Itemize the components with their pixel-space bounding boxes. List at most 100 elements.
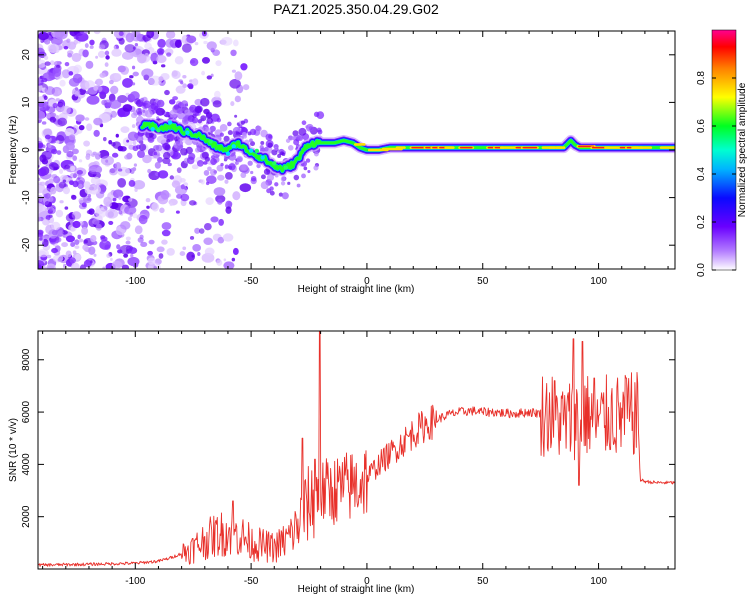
- noise-blob: [38, 32, 49, 41]
- noise-blob: [78, 88, 87, 96]
- noise-blob: [117, 94, 128, 104]
- noise-blob: [126, 152, 133, 160]
- noise-blob: [154, 161, 161, 169]
- noise-blob: [210, 216, 219, 223]
- noise-blob: [51, 230, 58, 236]
- noise-blob: [65, 235, 75, 243]
- scatter-blob: [307, 169, 311, 174]
- noise-blob: [232, 247, 239, 256]
- noise-blob: [95, 223, 102, 231]
- noise-blob: [59, 79, 66, 87]
- scatter-blob: [148, 132, 154, 138]
- scatter-blob: [196, 159, 204, 167]
- noise-blob: [73, 64, 82, 74]
- noise-blob: [61, 105, 71, 115]
- noise-blob: [64, 62, 70, 67]
- scatter-blob: [249, 138, 253, 143]
- noise-blob: [156, 246, 165, 253]
- noise-blob: [70, 165, 76, 172]
- noise-blob: [98, 44, 106, 50]
- noise-blob: [38, 140, 44, 149]
- noise-blob: [77, 234, 82, 240]
- scatter-blob: [225, 172, 233, 180]
- scatter-blob: [195, 147, 201, 153]
- snr-x-tick-label: 50: [477, 576, 489, 587]
- noise-blob: [160, 190, 170, 200]
- noise-blob: [83, 259, 92, 268]
- noise-blob: [218, 218, 224, 226]
- noise-blob: [110, 85, 119, 95]
- noise-blob: [108, 220, 114, 226]
- scatter-blob: [266, 173, 275, 182]
- colorbar-tick-label: 0.4: [696, 167, 707, 181]
- scatter-blob: [223, 135, 230, 142]
- noise-blob: [128, 180, 136, 187]
- noise-blob: [130, 253, 134, 258]
- noise-blob: [132, 213, 138, 219]
- noise-blob: [176, 167, 182, 174]
- noise-blob: [191, 78, 199, 86]
- noise-blob: [131, 124, 136, 128]
- noise-blob: [105, 209, 119, 219]
- noise-blob: [51, 248, 58, 254]
- noise-blob: [134, 42, 139, 47]
- noise-blob: [92, 151, 97, 156]
- noise-blob: [223, 261, 235, 269]
- noise-blob: [157, 38, 166, 48]
- noise-blob: [206, 41, 217, 51]
- scatter-blob: [227, 130, 233, 136]
- noise-blob: [127, 216, 132, 222]
- scatter-blob: [142, 109, 146, 113]
- noise-blob: [161, 229, 171, 237]
- ridge-dot: [254, 148, 260, 154]
- scatter-blob: [301, 173, 306, 179]
- snr-marks: [38, 331, 675, 567]
- snr-y-tick-label: 8000: [21, 348, 32, 371]
- noise-blob: [212, 49, 221, 56]
- noise-blob: [132, 179, 146, 190]
- ridge-dot: [150, 127, 155, 132]
- noise-blob: [85, 149, 93, 157]
- noise-blob: [213, 187, 226, 196]
- noise-blob: [111, 152, 119, 158]
- snr-frame: [37, 330, 676, 570]
- noise-blob: [73, 39, 78, 45]
- noise-blob: [206, 75, 213, 80]
- noise-blob: [43, 55, 49, 60]
- scatter-blob: [220, 162, 224, 167]
- noise-blob: [84, 117, 90, 121]
- scatter-blob: [236, 155, 243, 163]
- noise-blob: [231, 257, 236, 262]
- noise-blob: [44, 86, 56, 96]
- noise-blob: [94, 81, 98, 85]
- noise-blob: [169, 175, 175, 180]
- scatter-blob: [213, 170, 218, 174]
- noise-blob: [43, 95, 48, 100]
- noise-blob: [202, 161, 208, 165]
- noise-blob: [138, 214, 148, 225]
- ridge-dot: [248, 148, 254, 153]
- noise-blob: [49, 60, 55, 66]
- noise-blob: [67, 52, 73, 58]
- noise-blob: [38, 177, 41, 182]
- noise-blob: [122, 104, 133, 112]
- noise-blob: [70, 242, 76, 248]
- scatter-blob: [206, 117, 213, 125]
- scatter-blob: [147, 136, 155, 143]
- noise-blob: [64, 206, 69, 210]
- spectrogram-x-tick-label: -100: [125, 276, 145, 287]
- noise-blob: [125, 240, 131, 245]
- noise-blob: [47, 143, 52, 149]
- noise-blob: [231, 69, 236, 73]
- spectrogram-ylabel: Frequency (Hz): [8, 116, 19, 185]
- noise-blob: [99, 240, 111, 250]
- scatter-blob: [249, 128, 257, 136]
- noise-blob: [182, 246, 187, 251]
- snr-y-tick-label: 6000: [21, 401, 32, 424]
- noise-blob: [179, 178, 186, 183]
- noise-blob: [51, 221, 61, 231]
- noise-blob: [234, 95, 242, 103]
- noise-blob: [180, 193, 190, 202]
